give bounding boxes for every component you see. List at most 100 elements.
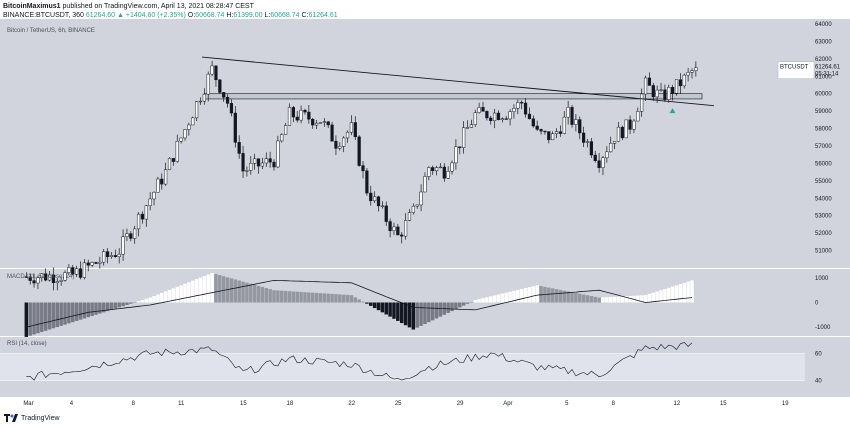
candle[interactable] [218, 79, 222, 93]
candle[interactable] [566, 107, 570, 118]
candle[interactable] [504, 118, 508, 120]
candle[interactable] [237, 142, 241, 154]
candle[interactable] [667, 87, 671, 100]
candle[interactable] [690, 70, 694, 73]
candle[interactable] [322, 121, 326, 123]
candle[interactable] [431, 167, 435, 172]
candle[interactable] [396, 226, 400, 236]
candle[interactable] [647, 77, 652, 86]
candle[interactable] [272, 161, 276, 168]
candle[interactable] [674, 79, 679, 94]
candle[interactable] [500, 118, 504, 121]
candle[interactable] [512, 108, 516, 112]
candle[interactable] [620, 126, 624, 139]
candle[interactable] [485, 111, 489, 119]
candle[interactable] [291, 107, 295, 118]
candle[interactable] [318, 122, 323, 124]
candle[interactable] [24, 276, 28, 278]
candle[interactable] [671, 87, 675, 94]
candle[interactable] [489, 117, 493, 121]
candle[interactable] [136, 213, 141, 230]
candle[interactable] [144, 205, 148, 220]
candle[interactable] [539, 129, 543, 132]
candle[interactable] [75, 268, 79, 275]
candle[interactable] [264, 158, 268, 164]
candle[interactable] [249, 163, 253, 171]
candle[interactable] [171, 158, 175, 162]
candle[interactable] [554, 131, 559, 135]
candle[interactable] [609, 143, 613, 153]
candle[interactable] [32, 280, 36, 284]
candle[interactable] [175, 140, 179, 162]
candle[interactable] [547, 131, 551, 141]
candle[interactable] [36, 277, 40, 284]
candle[interactable] [496, 112, 501, 121]
candle[interactable] [558, 131, 563, 134]
candle[interactable] [125, 233, 129, 237]
candle[interactable] [636, 111, 640, 122]
candle[interactable] [628, 119, 632, 130]
candle[interactable] [67, 267, 71, 273]
candle[interactable] [357, 136, 361, 166]
candle[interactable] [574, 119, 578, 125]
candle[interactable] [295, 116, 299, 121]
candle[interactable] [369, 192, 373, 202]
candle[interactable] [94, 262, 98, 264]
candle[interactable] [589, 141, 593, 156]
candle[interactable] [678, 79, 682, 87]
candle[interactable] [384, 205, 388, 222]
candle[interactable] [423, 176, 427, 193]
candle[interactable] [438, 166, 443, 169]
candle[interactable] [330, 124, 334, 142]
candle[interactable] [105, 251, 110, 257]
candle[interactable] [392, 226, 396, 232]
candle[interactable] [152, 191, 156, 200]
candle[interactable] [229, 103, 234, 114]
candle[interactable] [659, 89, 663, 91]
candle[interactable] [632, 120, 636, 130]
candle[interactable] [462, 127, 466, 148]
candle[interactable] [59, 280, 63, 282]
candle[interactable] [551, 133, 555, 141]
candle[interactable] [403, 220, 408, 237]
candle[interactable] [55, 281, 59, 284]
candle[interactable] [407, 212, 412, 221]
candle[interactable] [342, 137, 346, 147]
candle[interactable] [82, 262, 86, 278]
candle[interactable] [140, 213, 145, 220]
candle[interactable] [71, 267, 75, 275]
candle[interactable] [585, 141, 590, 143]
candle[interactable] [86, 262, 90, 266]
candle[interactable] [156, 178, 160, 193]
candle[interactable] [465, 127, 470, 129]
candle[interactable] [280, 134, 284, 142]
candle[interactable] [102, 251, 106, 263]
candle[interactable] [345, 131, 350, 139]
candle[interactable] [253, 158, 257, 164]
candle[interactable] [334, 140, 338, 149]
candle[interactable] [90, 262, 94, 266]
candle[interactable] [454, 146, 458, 164]
candle[interactable] [469, 124, 473, 128]
candle[interactable] [361, 165, 365, 172]
candle[interactable] [651, 85, 655, 98]
candle[interactable] [214, 65, 218, 81]
candle[interactable] [493, 112, 497, 121]
candle[interactable] [616, 126, 621, 142]
candle[interactable] [593, 154, 597, 161]
candle[interactable] [458, 146, 462, 148]
candle[interactable] [535, 125, 539, 130]
candle[interactable] [570, 107, 574, 125]
candle[interactable] [338, 146, 342, 149]
candle[interactable] [446, 170, 450, 179]
candle[interactable] [682, 74, 686, 87]
price-pane[interactable] [0, 19, 850, 268]
candle[interactable] [109, 255, 114, 257]
candle[interactable] [121, 236, 125, 255]
candle[interactable] [520, 102, 524, 104]
candle[interactable] [225, 96, 230, 104]
candle[interactable] [655, 89, 659, 98]
chart-canvas[interactable]: 64000 63000 62000 61000 60000 59000 58000 57000… [0, 19, 850, 409]
candle[interactable] [516, 102, 520, 109]
candle[interactable] [195, 101, 199, 119]
